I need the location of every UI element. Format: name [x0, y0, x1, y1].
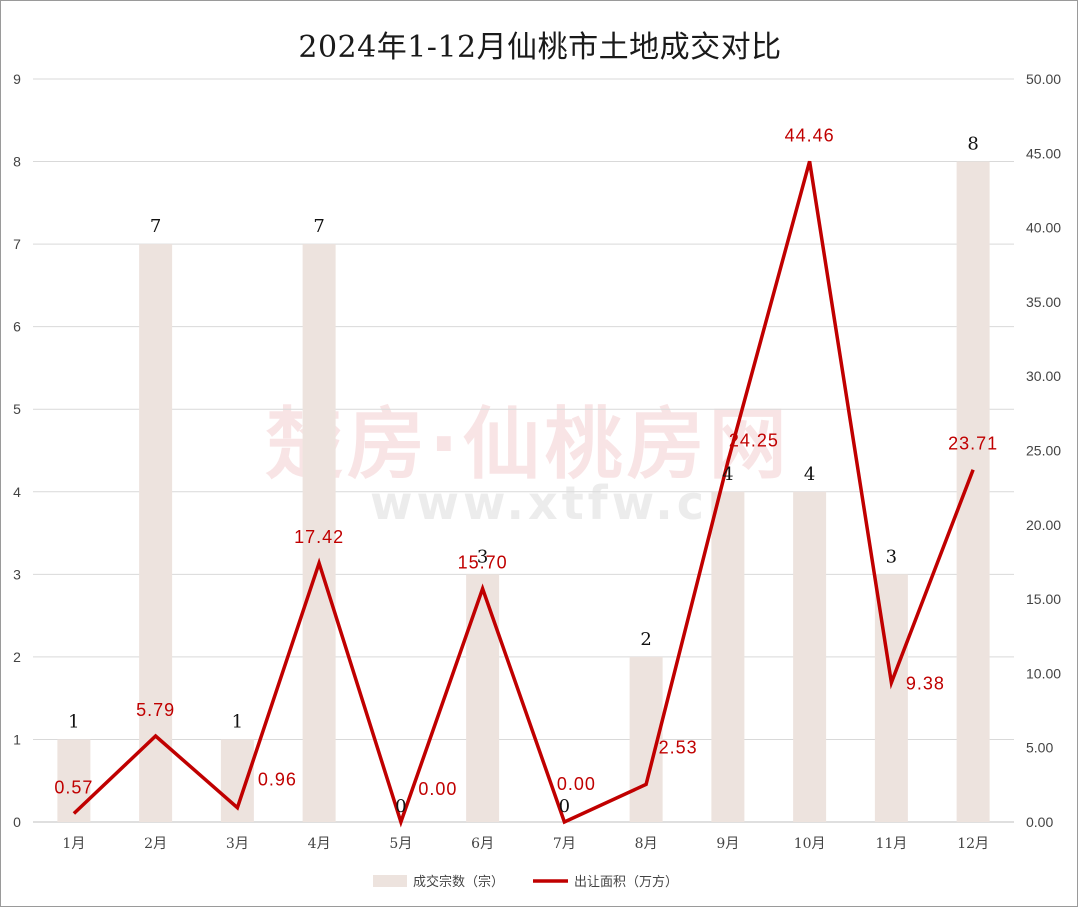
y-left-tick-label: 6: [13, 319, 21, 335]
legend-line-label: 出让面积（万方）: [574, 874, 678, 890]
bar-data-label: 2: [640, 629, 651, 650]
bar-data-label: 0: [559, 796, 570, 817]
y-left-tick-label: 2: [13, 649, 21, 665]
x-tick-label: 10月: [794, 836, 826, 852]
bar-data-label: 1: [232, 711, 243, 732]
line-data-label: 5.79: [136, 700, 175, 720]
x-tick-label: 12月: [957, 836, 989, 852]
y-left-tick-label: 9: [13, 71, 21, 87]
x-tick-label: 7月: [553, 836, 576, 852]
bar: [139, 244, 173, 823]
bar-data-label: 0: [395, 796, 406, 817]
bar: [466, 574, 500, 822]
y-right-tick-label: 40.00: [1026, 220, 1061, 236]
x-tick-label: 5月: [389, 836, 412, 852]
y-left-tick-label: 1: [13, 731, 21, 747]
x-tick-label: 9月: [716, 836, 739, 852]
line-data-label: 17.42: [294, 527, 344, 547]
chart-title: 2024年1-12月仙桃市土地成交对比: [298, 30, 782, 65]
bar: [711, 491, 745, 822]
bar: [956, 161, 990, 823]
watermark-url: www.xtfw.cn: [370, 476, 745, 530]
x-tick-label: 1月: [62, 836, 85, 852]
line-data-label: 0.00: [418, 779, 457, 799]
y-right-tick-label: 10.00: [1026, 665, 1061, 681]
y-left-tick-label: 0: [13, 814, 21, 830]
bar-data-label: 4: [722, 464, 733, 485]
x-tick-label: 4月: [308, 836, 331, 852]
line-data-label: 24.25: [729, 431, 779, 451]
bar-data-label: 7: [150, 216, 161, 237]
y-left-tick-label: 5: [13, 401, 21, 417]
line-data-label: 2.53: [659, 737, 698, 757]
line-data-label: 9.38: [906, 674, 945, 694]
y-right-tick-label: 45.00: [1026, 145, 1061, 161]
line-data-label: 0.96: [258, 770, 297, 790]
y-left-tick-label: 4: [13, 484, 21, 500]
x-tick-label: 2月: [144, 836, 167, 852]
bar-data-label: 8: [967, 134, 978, 155]
line-data-label: 44.46: [785, 125, 835, 145]
y-right-tick-label: 15.00: [1026, 591, 1061, 607]
bar-data-label: 7: [313, 216, 324, 237]
y-right-tick-label: 35.00: [1026, 294, 1061, 310]
bar-data-label: 4: [804, 464, 815, 485]
x-tick-label: 6月: [471, 836, 494, 852]
legend-bar-label: 成交宗数（宗）: [413, 874, 504, 890]
x-tick-label: 8月: [635, 836, 658, 852]
line-data-label: 0.00: [557, 774, 596, 794]
y-right-tick-label: 50.00: [1026, 71, 1061, 87]
legend-bar-swatch: [373, 875, 407, 887]
bar-data-label: 3: [886, 546, 897, 567]
y-left-tick-label: 8: [13, 154, 21, 170]
bar: [57, 739, 91, 822]
y-right-tick-label: 0.00: [1026, 814, 1053, 830]
y-right-tick-label: 30.00: [1026, 368, 1061, 384]
bar-data-label: 3: [477, 546, 488, 567]
y-left-tick-label: 3: [13, 566, 21, 582]
line-data-label: 23.71: [948, 434, 998, 454]
watermark-logo-text: 楚房·仙桃房网: [265, 400, 791, 490]
bar: [302, 244, 336, 823]
line-data-label: 15.70: [458, 553, 508, 573]
x-tick-label: 11月: [875, 836, 907, 852]
line-series-area: [72, 160, 975, 828]
bar: [793, 491, 827, 822]
x-tick-label: 3月: [226, 836, 249, 852]
y-right-tick-label: 5.00: [1026, 740, 1053, 756]
y-right-tick-label: 20.00: [1026, 517, 1061, 533]
line-data-label: 0.57: [54, 778, 93, 798]
y-right-tick-label: 25.00: [1026, 443, 1061, 459]
y-left-tick-label: 7: [13, 236, 21, 252]
bar-data-label: 1: [68, 711, 79, 732]
